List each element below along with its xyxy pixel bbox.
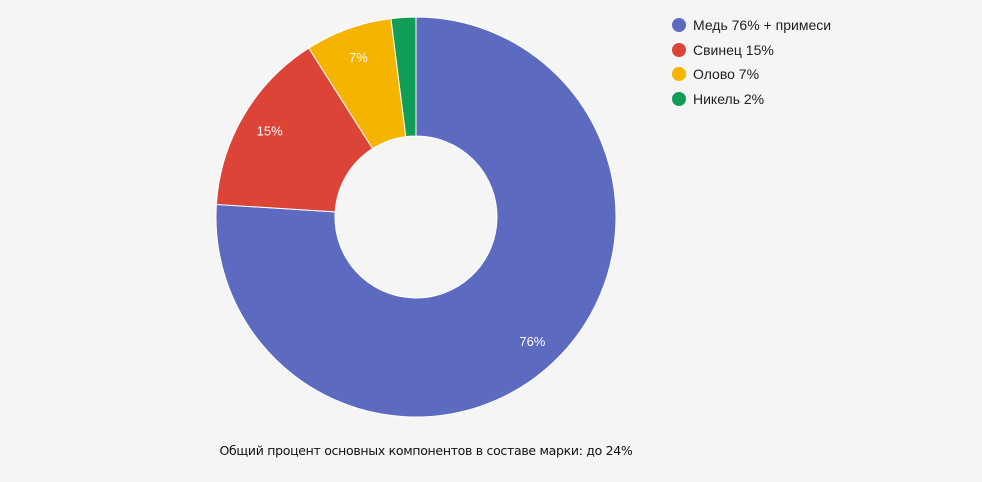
slice-data-label: 15%: [257, 123, 283, 138]
legend-label: Олово 7%: [693, 66, 760, 83]
legend-item[interactable]: Олово 7%: [672, 62, 831, 87]
chart-caption: Общий процент основных компонентов в сос…: [219, 443, 633, 458]
legend-label: Никель 2%: [693, 90, 765, 107]
legend-dot-icon: [672, 42, 686, 57]
slice-0[interactable]: [215, 16, 617, 418]
legend-dot-icon: [672, 18, 686, 33]
slice-data-label: 7%: [349, 50, 368, 65]
legend-label: Свинец 15%: [693, 41, 774, 58]
legend-item[interactable]: Никель 2%: [672, 87, 831, 112]
legend-item[interactable]: Свинец 15%: [672, 38, 831, 63]
slice-3[interactable]: [390, 16, 417, 138]
legend-dot-icon: [672, 91, 686, 106]
legend-item[interactable]: Медь 76% + примеси: [672, 13, 831, 38]
legend-label: Медь 76% + примеси: [693, 17, 832, 34]
slice-data-label: 76%: [519, 334, 545, 349]
legend: Медь 76% + примеси Свинец 15% Олово 7% Н…: [672, 13, 831, 111]
legend-dot-icon: [672, 67, 686, 82]
slice-1[interactable]: [215, 47, 374, 213]
